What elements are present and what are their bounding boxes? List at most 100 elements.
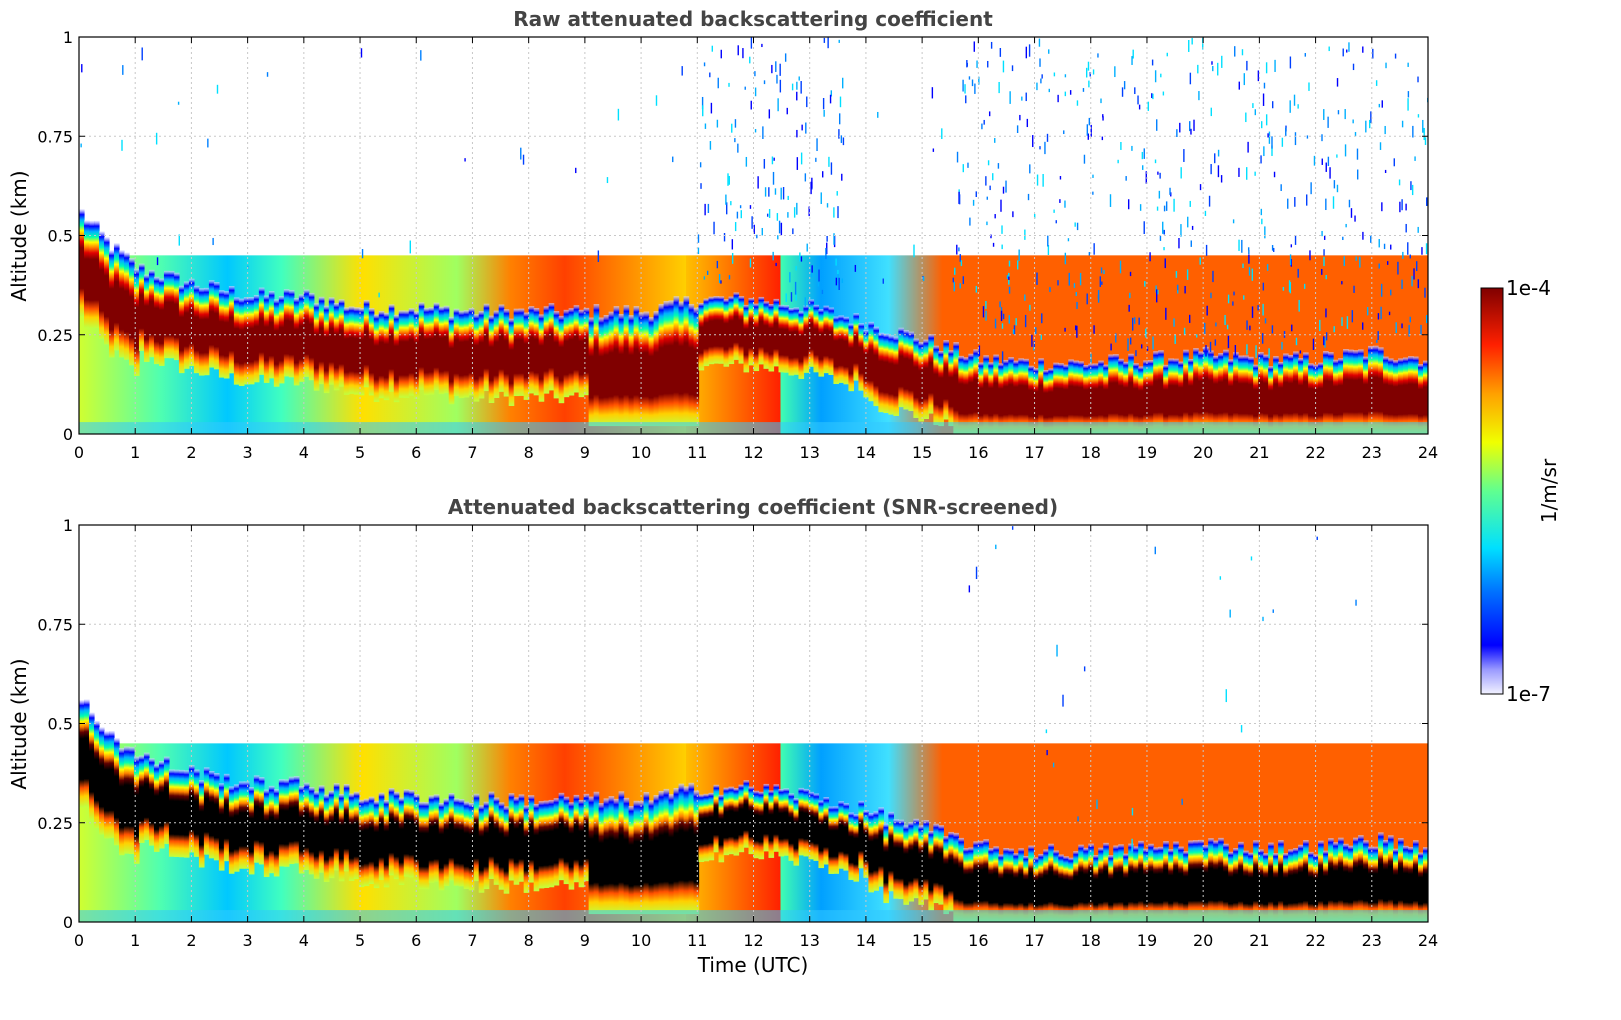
noise-speck [990, 41, 993, 49]
layer-strip [338, 793, 345, 882]
layer-strip [1263, 853, 1269, 922]
layer-strip [238, 781, 245, 869]
layer-strip [988, 848, 994, 922]
layer-strip [828, 307, 835, 375]
layer-strip [1413, 356, 1419, 434]
layer-strip [618, 791, 625, 915]
noise-speck [1175, 271, 1178, 278]
noise-speck [725, 202, 728, 215]
layer-strip [143, 752, 150, 840]
layer-strip [1173, 841, 1179, 922]
layer-strip [1423, 360, 1428, 434]
layer-strip [1043, 849, 1049, 922]
noise-speck [1407, 98, 1409, 111]
layer-strip [1418, 852, 1424, 922]
noise-speck [1190, 240, 1192, 247]
noise-speck [1348, 42, 1350, 52]
noise-speck [1156, 289, 1158, 303]
noise-speck [1370, 111, 1372, 124]
noise-speck [1380, 306, 1382, 320]
layer-strip [168, 270, 175, 359]
layer-strip [1128, 843, 1134, 922]
noise-speck [1323, 336, 1325, 346]
y-tick-label: 1 [63, 28, 73, 47]
layer-strip [198, 780, 205, 868]
x-tick-label: 15 [912, 443, 932, 462]
noise-speck [1210, 107, 1212, 117]
layer-strip [258, 287, 265, 375]
noise-speck [994, 318, 997, 329]
layer-strip [368, 796, 375, 885]
noise-speck [999, 47, 1002, 57]
x-axis-label: Time (UTC) [697, 953, 809, 977]
layer-strip [1163, 364, 1169, 434]
noise-speck [1381, 202, 1383, 212]
noise-speck [699, 162, 702, 168]
noise-speck [1149, 252, 1151, 262]
noise-speck [994, 138, 996, 143]
x-tick-label: 5 [355, 931, 365, 950]
noise-speck [756, 234, 758, 239]
noise-speck [1059, 176, 1062, 180]
noise-speck [1114, 66, 1116, 78]
layer-strip [568, 308, 575, 396]
layer-strip [1268, 366, 1274, 434]
noise-speck [1254, 109, 1257, 116]
noise-speck [1052, 762, 1055, 768]
noise-speck [1260, 208, 1263, 216]
layer-strip [1123, 361, 1129, 434]
noise-speck [805, 122, 807, 134]
layer-strip [1103, 842, 1109, 922]
layer-strip [1143, 848, 1149, 922]
noise-speck [1249, 325, 1251, 331]
layer-strip [928, 334, 934, 414]
noise-speck [841, 173, 843, 181]
noise-speck [420, 50, 422, 61]
noise-speck [739, 205, 742, 209]
noise-speck [771, 64, 773, 74]
noise-speck [1325, 308, 1327, 318]
layer-strip [1253, 840, 1259, 922]
noise-speck [1143, 148, 1145, 159]
noise-speck [1356, 148, 1359, 160]
noise-speck [1041, 74, 1043, 79]
layer-strip [1218, 352, 1224, 434]
noise-speck [1313, 155, 1316, 166]
layer-strip [793, 798, 800, 866]
layer-strip [1298, 844, 1304, 922]
noise-speck [986, 196, 988, 200]
layer-strip [953, 832, 959, 922]
layer-strip [1108, 354, 1114, 434]
layer-strip [148, 269, 155, 358]
layer-strip [98, 231, 105, 339]
noise-speck [822, 171, 824, 178]
noise-speck [956, 244, 958, 255]
noise-speck [1417, 114, 1420, 118]
noise-speck [731, 239, 734, 250]
noise-speck [728, 82, 730, 87]
layer-strip [168, 769, 175, 857]
layer-strip [848, 323, 855, 392]
layer-strip [268, 291, 275, 379]
layer-strip [763, 783, 770, 852]
layer-strip [543, 306, 550, 394]
noise-speck [1245, 112, 1247, 123]
noise-speck [983, 119, 985, 125]
noise-speck [717, 77, 719, 89]
layer-strip [823, 305, 830, 374]
noise-speck [1176, 284, 1179, 291]
chart-title-screened: Attenuated backscattering coefficient (S… [448, 495, 1058, 519]
noise-speck [793, 207, 796, 218]
layer-strip [768, 790, 775, 858]
layer-strip [653, 795, 660, 915]
noise-speck [1123, 81, 1126, 90]
noise-speck [1310, 182, 1312, 195]
layer-strip [208, 280, 215, 368]
noise-speck [1077, 816, 1079, 822]
layer-strip [688, 782, 695, 915]
noise-speck [723, 233, 726, 242]
layer-strip [1273, 356, 1279, 434]
layer-strip [478, 311, 485, 399]
x-tick-label: 0 [74, 931, 84, 950]
noise-speck [1426, 197, 1428, 206]
